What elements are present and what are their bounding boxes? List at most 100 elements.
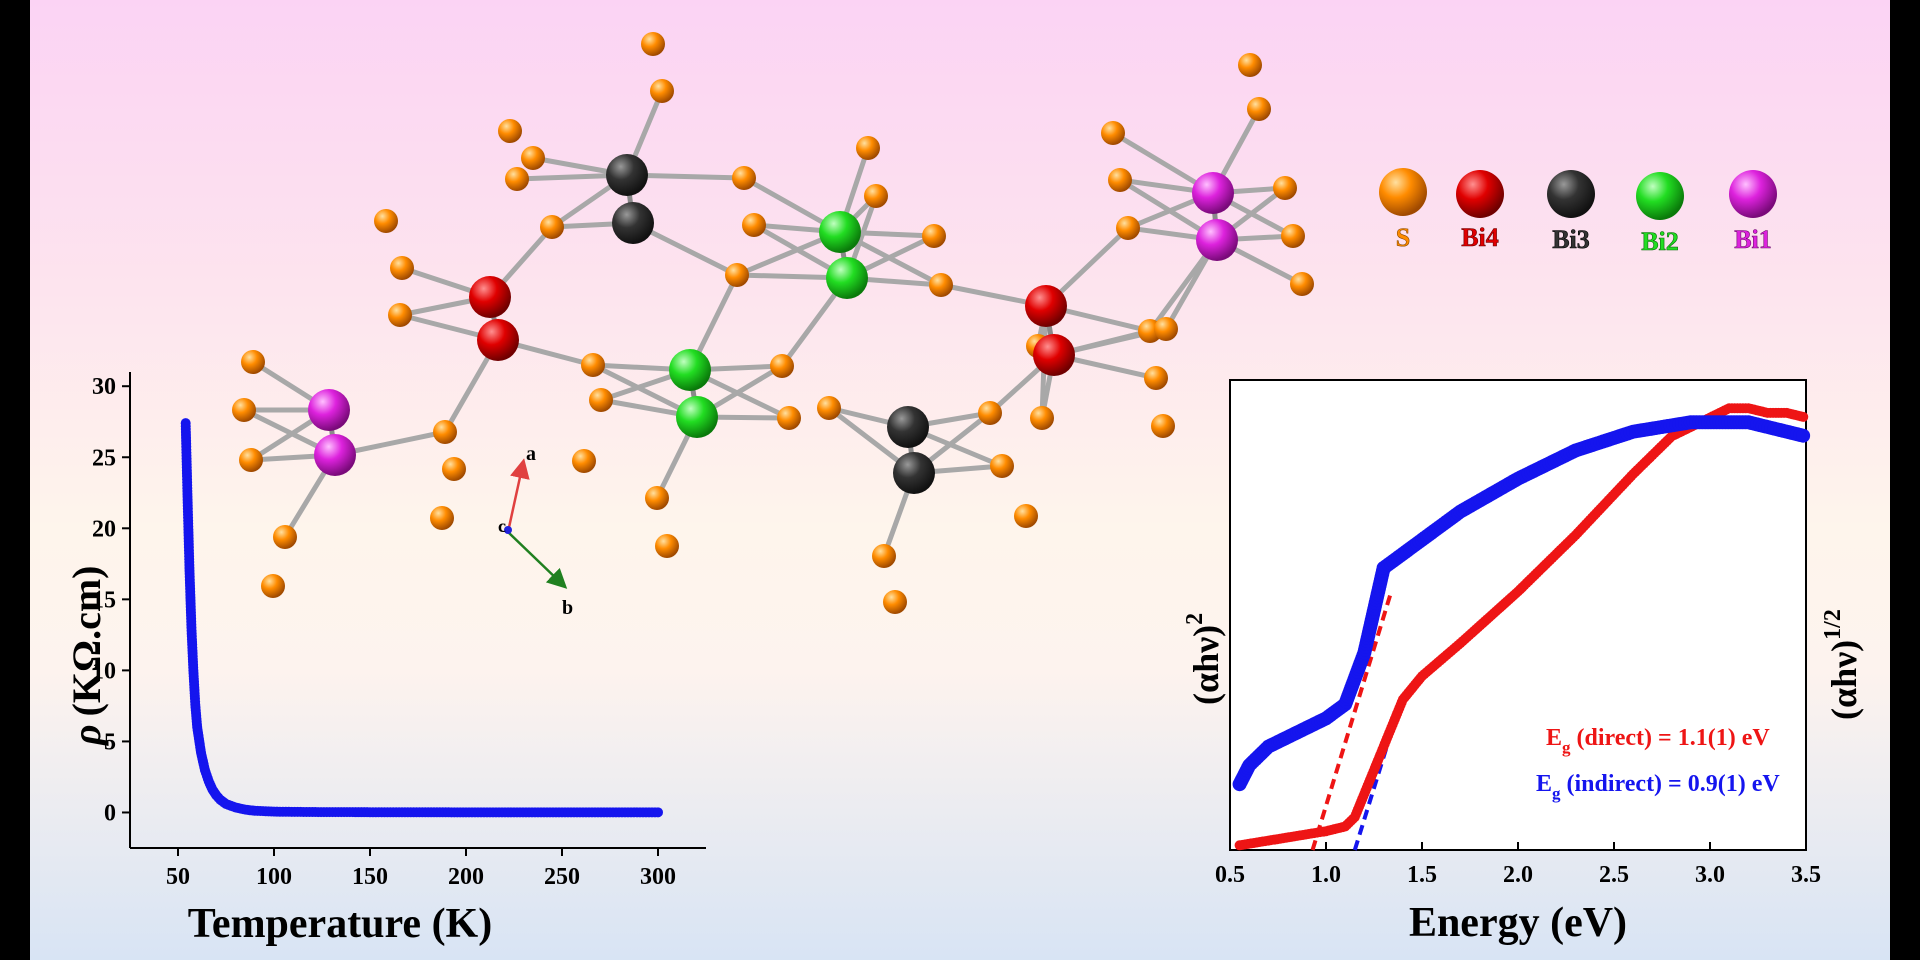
bi2-atom bbox=[819, 211, 861, 253]
absorption-chart: 0.5 1.0 1.5 2.0 2.5 3.0 3.5 Energy (eV) (αhν)2… bbox=[1182, 379, 1864, 946]
sulfur-atom bbox=[650, 79, 674, 103]
bi1-atom bbox=[314, 434, 356, 476]
legend-Bi2-label: Bi2 bbox=[1641, 227, 1679, 256]
chart2-y-label-left: (αhν)2 bbox=[1182, 613, 1226, 705]
chart1-y-tick-label: 25 bbox=[92, 445, 116, 471]
sulfur-atom bbox=[1116, 216, 1140, 240]
legend-Bi2-sphere bbox=[1636, 172, 1684, 220]
bi4-atom bbox=[1025, 285, 1067, 327]
bi4-atom bbox=[469, 276, 511, 318]
sulfur-atom bbox=[856, 136, 880, 160]
sulfur-atom bbox=[1151, 414, 1175, 438]
sulfur-atom bbox=[581, 353, 605, 377]
axis-b-arrow bbox=[507, 531, 568, 589]
figure-canvas: a b c S Bi4 Bi3 Bi2 Bi1 50 100 150 200 250 30… bbox=[30, 0, 1890, 960]
sulfur-atom bbox=[641, 32, 665, 56]
chart2-annotation-indirect: Eg (indirect) = 0.9(1) eV bbox=[1536, 771, 1780, 803]
bi1-atom bbox=[308, 389, 350, 431]
sulfur-atom bbox=[1238, 53, 1262, 77]
sulfur-atom bbox=[1154, 317, 1178, 341]
chart1-y-tick-label: 15 bbox=[92, 587, 116, 613]
sulfur-atom bbox=[589, 388, 613, 412]
chart1-data-point bbox=[653, 807, 663, 818]
legend-Bi3-sphere bbox=[1547, 170, 1595, 218]
legend-S-sphere bbox=[1379, 168, 1427, 216]
sulfur-atom bbox=[872, 544, 896, 568]
sulfur-atom bbox=[1030, 406, 1054, 430]
sulfur-atom bbox=[239, 448, 263, 472]
legend-Bi4-sphere bbox=[1456, 170, 1504, 218]
crystal-axes: a b c bbox=[498, 443, 573, 619]
sulfur-atom bbox=[770, 354, 794, 378]
chart2-x-label: Energy (eV) bbox=[1409, 900, 1627, 946]
atom-legend: S Bi4 Bi3 Bi2 Bi1 bbox=[1379, 168, 1777, 256]
legend-Bi1-sphere bbox=[1729, 170, 1777, 218]
ann-direct-rest: (direct) = 1.1(1) eV bbox=[1571, 725, 1771, 751]
chart1-y-tick-label: 10 bbox=[92, 658, 116, 684]
chart1-y-ticks: 0 5 10 15 20 25 30 bbox=[92, 374, 130, 826]
chart2-y-right-sup: 1/2 bbox=[1820, 609, 1846, 640]
sulfur-atom bbox=[742, 213, 766, 237]
axis-b-label: b bbox=[562, 597, 573, 619]
sulfur-atom bbox=[725, 263, 749, 287]
sulfur-atom bbox=[540, 215, 564, 239]
sulfur-atom bbox=[521, 146, 545, 170]
ann-indirect-sub: g bbox=[1552, 784, 1561, 803]
sulfur-atom bbox=[388, 303, 412, 327]
sulfur-atom bbox=[990, 454, 1014, 478]
bi3-atom bbox=[887, 406, 929, 448]
sulfur-atom bbox=[978, 401, 1002, 425]
chart2-series bbox=[1232, 403, 1811, 851]
chart2-data-point bbox=[1798, 411, 1809, 422]
chart2-x-tick-label: 1.0 bbox=[1311, 862, 1341, 888]
sulfur-atom bbox=[241, 350, 265, 374]
sulfur-atom bbox=[1273, 176, 1297, 200]
sulfur-atom bbox=[1281, 224, 1305, 248]
chart1-x-tick-label: 150 bbox=[352, 864, 388, 890]
sulfur-atom bbox=[498, 119, 522, 143]
sulfur-atom bbox=[922, 224, 946, 248]
ann-direct-sub: g bbox=[1562, 738, 1571, 757]
sulfur-atom bbox=[572, 449, 596, 473]
axis-c-label: c bbox=[498, 516, 506, 536]
chart2-annotation-direct: Eg (direct) = 1.1(1) eV bbox=[1546, 725, 1770, 757]
ann-direct-main: E bbox=[1546, 725, 1562, 751]
legend-Bi3-label: Bi3 bbox=[1552, 225, 1590, 254]
legend-S-label: S bbox=[1396, 223, 1410, 252]
chart2-x-ticks: 0.5 1.0 1.5 2.0 2.5 3.0 3.5 bbox=[1215, 842, 1821, 888]
sulfur-atom bbox=[655, 534, 679, 558]
axis-c-dot bbox=[504, 526, 512, 534]
chart1-y-symbol: ρ bbox=[64, 724, 109, 746]
sulfur-atom bbox=[732, 166, 756, 190]
chart1-x-tick-label: 250 bbox=[544, 864, 580, 890]
chart1-y-label: ρ (KΩ.cm) bbox=[64, 566, 109, 746]
chart2-fit-line bbox=[1310, 590, 1394, 851]
chart2-x-tick-label: 2.0 bbox=[1503, 862, 1533, 888]
chart1-x-ticks: 50 100 150 200 250 300 bbox=[166, 848, 676, 890]
sulfur-atom bbox=[273, 525, 297, 549]
chart2-y-left-main: (αhν) bbox=[1186, 625, 1226, 705]
sulfur-atom bbox=[864, 184, 888, 208]
sulfur-atom bbox=[232, 398, 256, 422]
chart1-x-tick-label: 50 bbox=[166, 864, 190, 890]
sulfur-atom bbox=[1014, 504, 1038, 528]
sulfur-atom bbox=[883, 590, 907, 614]
resistivity-chart: 50 100 150 200 250 300 0 5 10 15 20 25 30 Temperatu… bbox=[64, 372, 706, 947]
figure-svg: a b c S Bi4 Bi3 Bi2 Bi1 50 100 150 200 250 30… bbox=[64, 32, 1864, 947]
sulfur-atom bbox=[433, 420, 457, 444]
chart1-x-tick-label: 200 bbox=[448, 864, 484, 890]
sulfur-atom bbox=[1101, 121, 1125, 145]
sulfur-atom bbox=[505, 167, 529, 191]
chart2-data-point bbox=[1796, 428, 1811, 443]
legend-Bi1-label: Bi1 bbox=[1734, 225, 1772, 254]
sulfur-atom bbox=[374, 209, 398, 233]
sulfur-atom bbox=[817, 396, 841, 420]
chart1-y-unit: (KΩ.cm) bbox=[64, 566, 109, 717]
sulfur-atom bbox=[442, 457, 466, 481]
bi2-atom bbox=[826, 257, 868, 299]
chart1-x-label: Temperature (K) bbox=[188, 901, 492, 947]
sulfur-atom bbox=[430, 506, 454, 530]
crystal-structure bbox=[232, 32, 1314, 614]
bi3-atom bbox=[893, 452, 935, 494]
sulfur-atom bbox=[1108, 168, 1132, 192]
